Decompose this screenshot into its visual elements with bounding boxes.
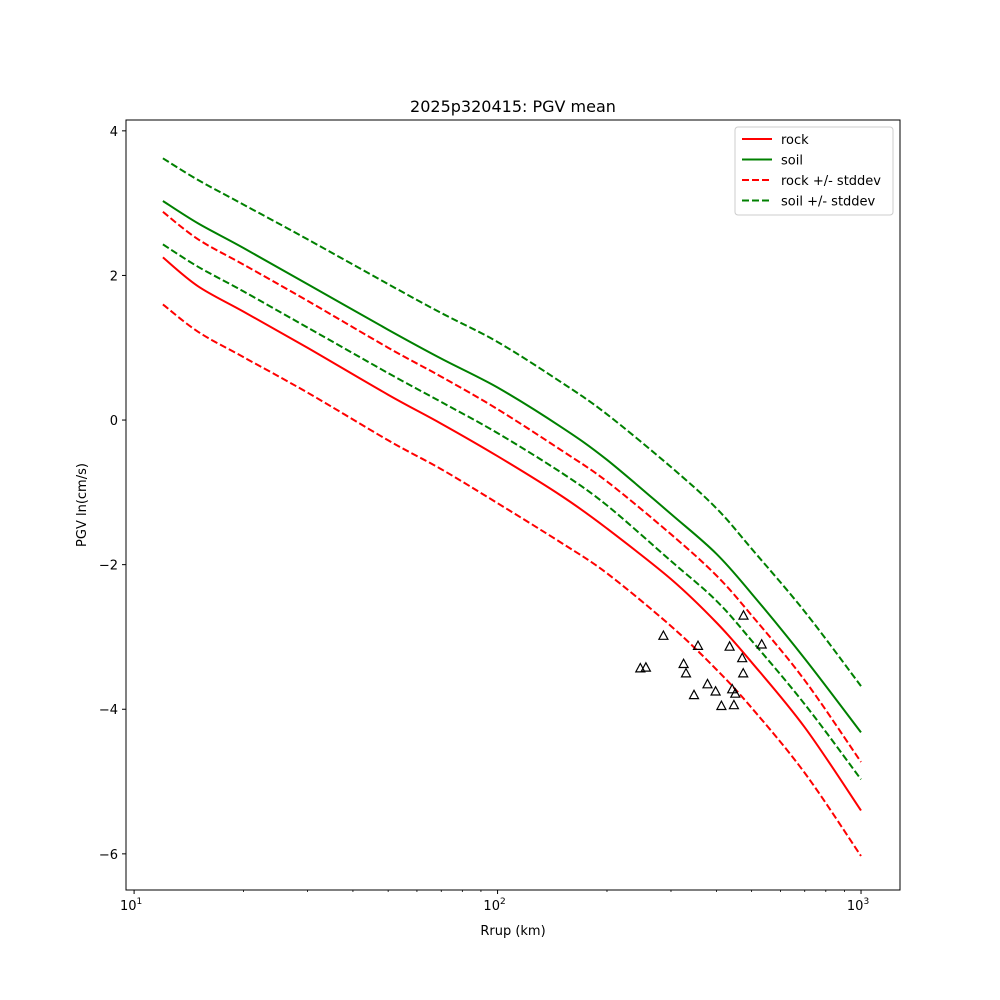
y-tick-label-1: 2 <box>110 269 118 284</box>
chart-title: 2025p320415: PGV mean <box>410 97 616 116</box>
legend: rock soil rock +/- stddev soil +/- stddev <box>734 126 894 216</box>
series-line-5 <box>162 243 862 780</box>
legend-label-0: rock <box>781 133 809 148</box>
observation-marker-13 <box>729 687 741 698</box>
observation-marker-16 <box>737 609 750 620</box>
y-axis-label: PGV ln(cm/s) <box>75 463 90 547</box>
plot-lines <box>162 157 862 857</box>
observation-marker-8 <box>710 685 722 696</box>
legend-box <box>734 126 894 216</box>
observation-marker-9 <box>715 699 727 711</box>
legend-label-1: soil <box>781 154 803 169</box>
legend-label-2: rock +/- stddev <box>781 174 881 189</box>
observation-marker-2 <box>657 629 669 640</box>
observation-marker-14 <box>736 652 748 663</box>
observation-marker-11 <box>726 683 738 694</box>
legend-items: rock soil rock +/- stddev soil +/- stddev <box>742 133 881 210</box>
x-axis-label: Rrup (km) <box>480 924 545 939</box>
series-line-1 <box>162 200 862 734</box>
y-tick-label-3: −2 <box>99 559 118 574</box>
observation-marker-10 <box>724 640 736 651</box>
observation-marker-1 <box>640 661 652 672</box>
legend-label-3: soil +/- stddev <box>781 195 876 210</box>
y-tick-label-5: −6 <box>99 848 118 863</box>
series-line-3 <box>162 303 862 857</box>
y-tick-label-4: −4 <box>99 703 118 718</box>
observation-marker-15 <box>737 667 749 678</box>
observation-marker-12 <box>728 699 740 710</box>
observation-marker-3 <box>678 657 690 669</box>
plot-markers <box>634 609 768 711</box>
observation-marker-17 <box>756 638 768 649</box>
series-line-0 <box>162 256 862 812</box>
y-axis-ticks: 4 2 0 −2 −4 −6 <box>99 125 126 863</box>
series-line-2 <box>162 211 862 763</box>
series-line-4 <box>162 157 862 687</box>
observation-marker-5 <box>688 689 700 700</box>
y-tick-label-0: 4 <box>110 125 118 140</box>
y-tick-label-2: 0 <box>110 414 118 429</box>
plot-frame <box>125 119 901 891</box>
observation-marker-7 <box>701 678 714 689</box>
observation-marker-6 <box>692 639 704 651</box>
observation-marker-0 <box>634 662 646 673</box>
observation-marker-4 <box>680 667 692 678</box>
